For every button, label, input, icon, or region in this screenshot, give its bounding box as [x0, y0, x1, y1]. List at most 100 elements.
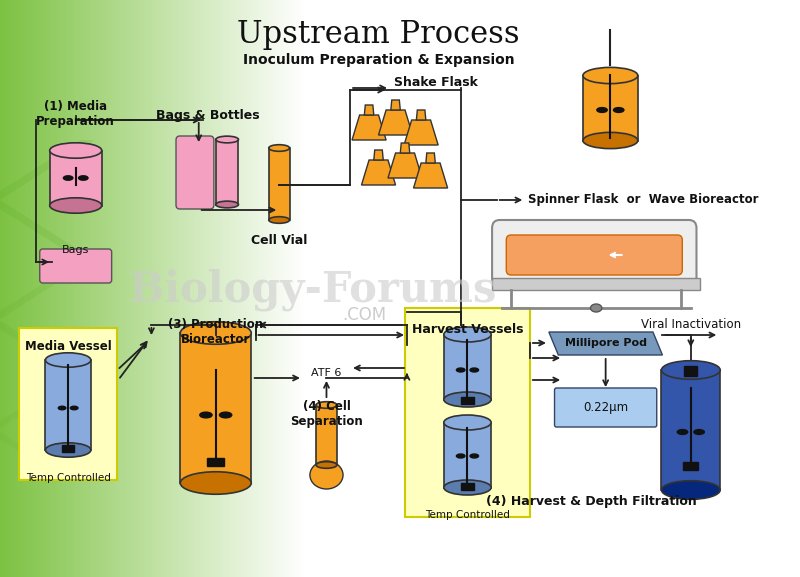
Bar [162, 0, 166, 577]
Text: Harvest Vessels: Harvest Vessels [412, 323, 523, 336]
Ellipse shape [50, 198, 102, 213]
Bar [169, 0, 173, 577]
Bar [7, 0, 10, 577]
Ellipse shape [200, 412, 212, 418]
Text: .COM: .COM [342, 306, 386, 324]
Polygon shape [391, 100, 400, 110]
Bar [223, 0, 226, 577]
Text: Millipore Pod: Millipore Pod [565, 338, 646, 348]
Ellipse shape [457, 368, 465, 372]
Bar [72, 0, 75, 577]
Bar [202, 0, 205, 577]
Ellipse shape [457, 454, 465, 458]
Bar [29, 0, 32, 577]
Bar [79, 0, 82, 577]
Polygon shape [426, 153, 435, 163]
Bar [266, 0, 270, 577]
Bar [144, 0, 147, 577]
Text: Bags & Bottles: Bags & Bottles [156, 109, 260, 122]
Ellipse shape [78, 176, 88, 180]
Bar [255, 0, 259, 577]
Bar [269, 148, 290, 220]
Polygon shape [549, 332, 662, 355]
Polygon shape [0, 140, 94, 260]
Bar [32, 0, 36, 577]
Bar [219, 0, 223, 577]
Bar [14, 0, 18, 577]
Bar [212, 0, 216, 577]
Ellipse shape [316, 402, 337, 409]
Bar [122, 0, 126, 577]
Bar [147, 0, 151, 577]
Bar [209, 0, 212, 577]
Polygon shape [416, 110, 426, 120]
Bar [180, 0, 183, 577]
Bar [50, 0, 54, 577]
Ellipse shape [444, 480, 491, 495]
Bar [194, 0, 198, 577]
Ellipse shape [180, 322, 251, 344]
Bar [684, 366, 698, 376]
Polygon shape [352, 115, 386, 140]
Ellipse shape [316, 462, 337, 469]
Text: (4) Harvest & Depth Filtration: (4) Harvest & Depth Filtration [486, 495, 697, 508]
Bar [137, 0, 140, 577]
Bar [216, 140, 238, 204]
Text: Spinner Flask  or  Wave Bioreactor: Spinner Flask or Wave Bioreactor [528, 193, 758, 207]
Text: (3) Production
Bioreactor: (3) Production Bioreactor [168, 318, 263, 346]
Bar [277, 0, 281, 577]
Bar [94, 0, 97, 577]
Ellipse shape [444, 327, 491, 342]
Bar [43, 0, 46, 577]
Ellipse shape [583, 68, 638, 84]
Bar [104, 0, 108, 577]
Bar [245, 0, 248, 577]
Ellipse shape [46, 353, 91, 367]
Bar [133, 0, 137, 577]
Polygon shape [362, 160, 395, 185]
Ellipse shape [58, 406, 66, 410]
Bar [230, 0, 234, 577]
Bar [190, 0, 194, 577]
Text: Cell Vial: Cell Vial [251, 234, 307, 247]
Ellipse shape [180, 472, 251, 494]
Text: Bags: Bags [62, 245, 90, 255]
Ellipse shape [597, 107, 607, 113]
Ellipse shape [470, 454, 478, 458]
Polygon shape [400, 143, 410, 153]
Polygon shape [378, 110, 413, 135]
Bar [65, 0, 68, 577]
Ellipse shape [216, 136, 238, 143]
Polygon shape [364, 105, 374, 115]
FancyBboxPatch shape [19, 328, 118, 480]
Bar [22, 0, 25, 577]
Text: Temp Controlled: Temp Controlled [425, 510, 510, 520]
Bar [18, 0, 22, 577]
Ellipse shape [269, 217, 290, 223]
Bar [198, 0, 202, 577]
Bar [183, 0, 187, 577]
Ellipse shape [444, 392, 491, 407]
Bar [154, 0, 158, 577]
Bar [108, 0, 111, 577]
Bar [241, 0, 245, 577]
Bar [281, 0, 284, 577]
Bar [662, 370, 720, 490]
Ellipse shape [614, 107, 624, 113]
Ellipse shape [444, 415, 491, 430]
Bar [173, 0, 176, 577]
Bar [234, 0, 238, 577]
Bar [61, 0, 65, 577]
Bar [111, 0, 115, 577]
Bar [262, 0, 266, 577]
Bar [62, 445, 74, 452]
Bar [176, 0, 180, 577]
Bar [151, 0, 154, 577]
Bar [274, 0, 277, 577]
Bar [205, 0, 209, 577]
Bar [75, 0, 79, 577]
Text: Temp Controlled: Temp Controlled [26, 473, 110, 483]
Ellipse shape [219, 412, 232, 418]
Bar [248, 0, 252, 577]
Bar [284, 0, 288, 577]
